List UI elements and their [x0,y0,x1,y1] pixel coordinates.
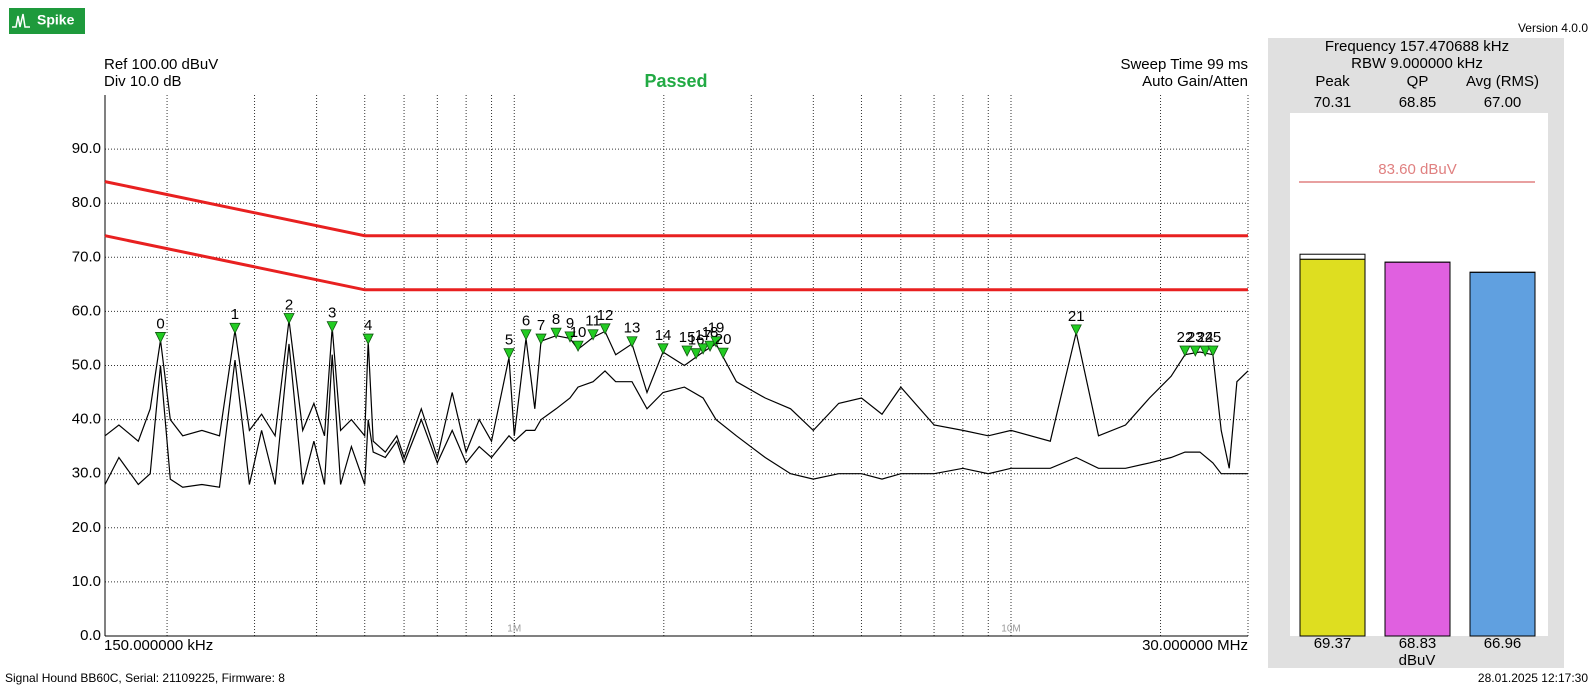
meter-value: 66.96 [1484,635,1522,652]
logo-box [33,8,85,34]
div-scale: Div 10.0 dB [104,73,182,90]
logo-glyph [12,13,30,28]
x-start: 150.000000 kHz [104,637,213,654]
meter-category: Peak [1315,73,1350,90]
marker-label: 13 [624,320,641,337]
marker [535,333,547,345]
marker-label: 15 [679,329,696,346]
marker-label: 25 [1205,329,1222,346]
marker-label: 7 [537,317,545,334]
meter-bar [1384,261,1451,637]
marker-label: 19 [708,320,725,337]
max-hold [1299,253,1366,260]
meter-frequency: Frequency 157.470688 kHz [1325,38,1509,55]
marker [681,345,693,357]
marker [690,348,702,360]
trace [104,320,1249,469]
x-end: 30.000000 MHz [1142,637,1248,654]
y-tick-label: 20.0 [72,519,101,536]
marker-label: 24 [1197,329,1214,346]
marker [229,322,241,335]
meter-category: QP [1407,73,1429,90]
marker [503,348,515,360]
marker-label: 20 [715,331,732,348]
marker-label: 3 [328,305,336,322]
y-tick-label: 70.0 [72,248,101,265]
marker [283,313,295,325]
marker [1179,345,1191,357]
marker-label: 5 [505,332,513,349]
y-tick-label: 90.0 [72,140,101,157]
marker [697,343,709,355]
meter-unit: dBuV [1399,652,1436,669]
y-tick-label: 30.0 [72,465,101,482]
x-tick-label: 10M [1001,624,1020,635]
trace [104,343,1248,488]
marker-label: 22 [1177,329,1194,346]
version: Version 4.0.0 [1518,21,1588,35]
marker-label: 0 [156,315,164,332]
marker [1189,345,1201,357]
meter-max: 67.00 [1484,94,1522,111]
marker [564,331,576,343]
marker [326,321,338,333]
marker-label: 11 [585,313,601,330]
meter-limit-label: 83.60 dBuV [1378,161,1456,178]
marker [1207,345,1219,357]
marker [1199,345,1211,357]
meter-category: Avg (RMS) [1466,73,1539,90]
marker [626,336,638,348]
marker-label: 6 [522,313,530,330]
meter-bar [1469,271,1536,637]
marker [1070,324,1082,336]
device-info: Signal Hound BB60C, Serial: 21109225, Fi… [5,671,285,685]
logo-text: Spike [37,12,75,28]
marker-label: 2 [285,296,293,313]
marker-label: 4 [364,317,372,334]
limit-line [104,180,1248,238]
marker-label: 1 [231,306,239,323]
marker [587,329,599,341]
marker [704,340,716,353]
meter-value: 68.83 [1399,635,1437,652]
marker-label: 14 [655,327,672,344]
marker [520,329,532,341]
meter-max: 68.85 [1399,94,1437,111]
marker [710,336,722,348]
y-tick-label: 50.0 [72,356,101,373]
marker [572,340,584,353]
marker-label: 12 [597,307,614,324]
meter-rbw: RBW 9.000000 kHz [1351,55,1483,72]
y-tick-label: 60.0 [72,302,101,319]
marker [550,327,562,340]
x-tick-label: 1M [507,624,521,635]
marker [717,347,729,360]
y-tick-label: 10.0 [72,573,101,590]
timestamp: 28.01.2025 12:17:30 [1478,671,1588,685]
gain-setting: Auto Gain/Atten [1142,73,1248,90]
meter-value: 69.37 [1314,635,1352,652]
meter-bar [1299,258,1366,637]
marker-label: 10 [570,324,587,341]
marker [362,333,374,345]
y-tick-label: 0.0 [80,627,101,644]
y-tick-label: 40.0 [72,411,101,428]
marker-label: 9 [566,315,574,332]
marker-label: 23 [1187,329,1204,346]
marker [657,343,669,355]
limit-line [104,234,1248,292]
marker [154,332,167,344]
marker [599,323,611,335]
ref-level: Ref 100.00 dBuV [104,56,218,73]
y-tick-label: 80.0 [72,194,101,211]
marker-label: 8 [552,311,560,328]
marker-label: 21 [1068,308,1085,325]
sweep-time: Sweep Time 99 ms [1120,56,1248,73]
marker-label: 17 [695,327,712,344]
meter-max: 70.31 [1314,94,1352,111]
test-status: Passed [644,71,707,91]
